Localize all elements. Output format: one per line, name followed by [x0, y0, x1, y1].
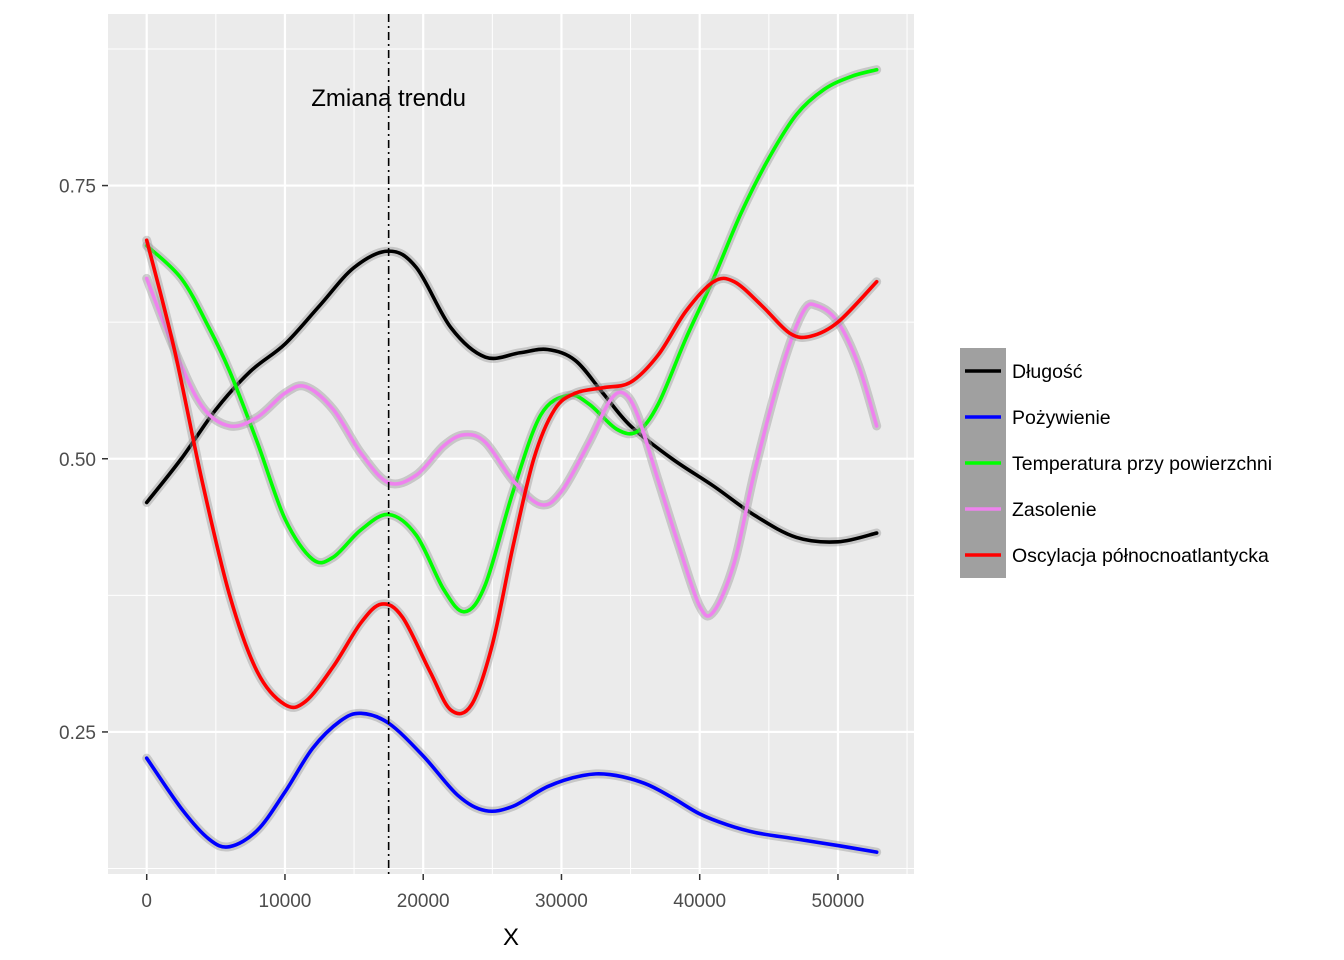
series-line-1	[144, 249, 879, 544]
series-line-3	[144, 67, 879, 614]
plot-panel	[108, 14, 914, 874]
series-line-2	[144, 711, 879, 854]
legend-label: Pożywienie	[1012, 407, 1111, 429]
x-axis: 0 10000 20000 30000 40000 50000	[141, 874, 864, 912]
grid-minor	[108, 14, 914, 874]
series-line-5	[144, 238, 879, 716]
x-tick-label: 0	[141, 891, 152, 912]
y-tick-label: 0.50	[59, 450, 96, 471]
x-tick-label: 40000	[673, 891, 726, 912]
x-axis-title: X	[503, 924, 519, 951]
y-tick-label: 0.25	[59, 723, 96, 744]
series-line-4	[144, 276, 879, 618]
x-tick-label: 10000	[259, 891, 312, 912]
x-tick-label: 30000	[535, 891, 588, 912]
legend: Długość Pożywienie Temperatura przy powier…	[960, 348, 1272, 578]
legend-label: Zasolenie	[1012, 499, 1097, 521]
legend-label: Długość	[1012, 361, 1083, 383]
y-tick-label: 0.75	[59, 177, 96, 198]
legend-label: Oscylacja północnoatlantycka	[1012, 545, 1269, 567]
legend-label: Temperatura przy powierzchni	[1012, 453, 1272, 475]
x-tick-label: 20000	[397, 891, 450, 912]
y-axis: 0.25 0.50 0.75	[59, 177, 108, 744]
grid-major	[108, 14, 914, 874]
series-layer	[142, 65, 882, 857]
x-tick-label: 50000	[812, 891, 865, 912]
trend-annotation: Zmiana trendu	[311, 85, 466, 112]
